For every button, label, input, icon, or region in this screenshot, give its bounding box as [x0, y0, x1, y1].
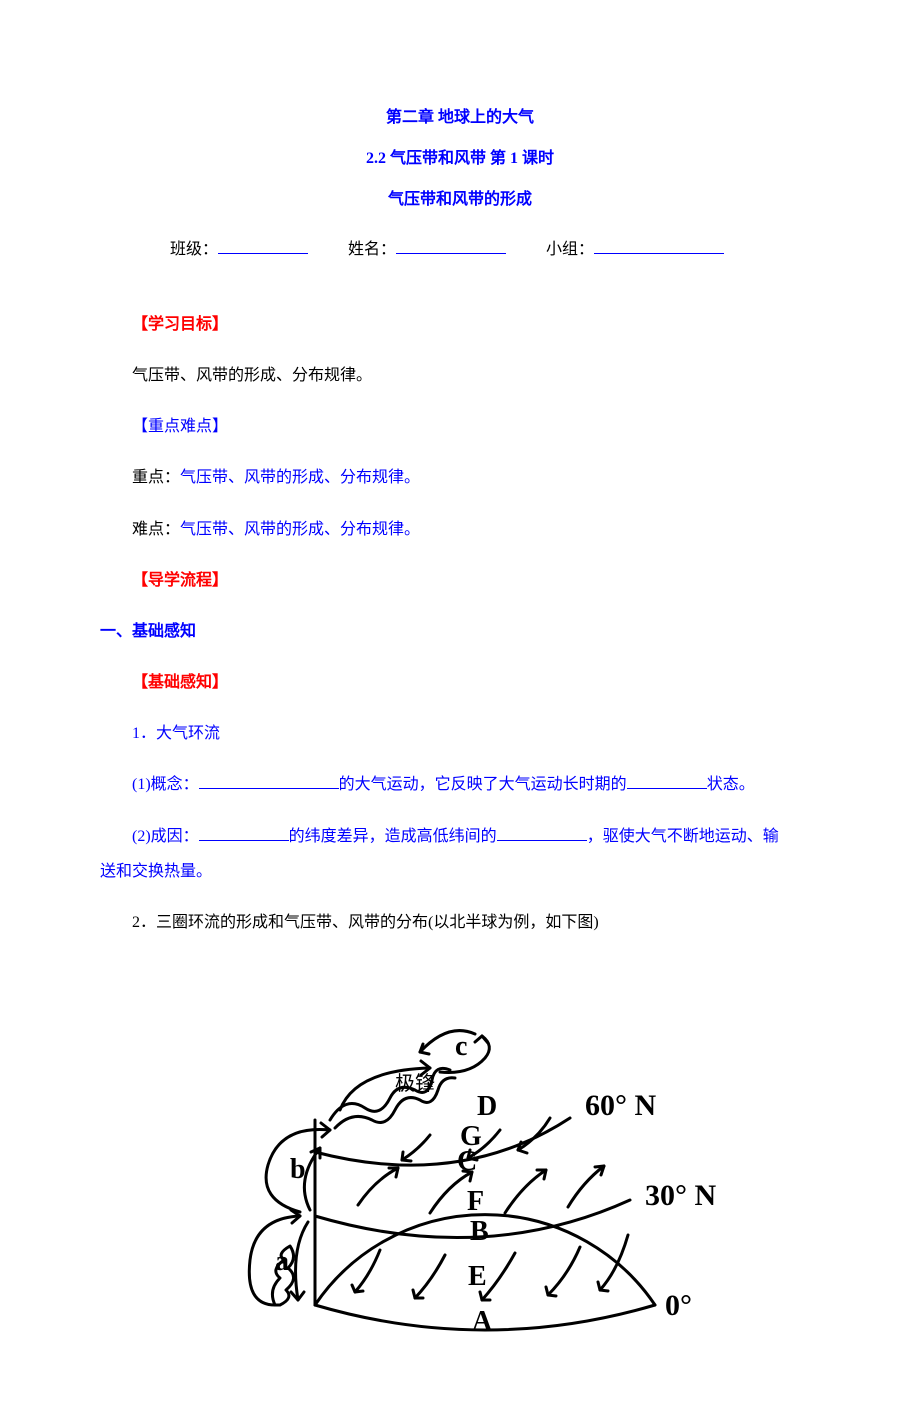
diagram-label-B: B — [470, 1216, 489, 1247]
goals-heading: 【学习目标】 — [100, 307, 820, 342]
q1-pre: (1)概念： — [132, 776, 199, 793]
flow-heading: 【导学流程】 — [100, 563, 820, 598]
q2-mid1: 的纬度差异，造成高低纬间的 — [289, 828, 497, 845]
item-1: 1．大气环流 — [100, 716, 820, 751]
q2-blank-2 — [497, 822, 587, 841]
diagram-lat-30: 30° N — [645, 1179, 716, 1212]
group-blank — [594, 233, 724, 253]
base-sub-heading: 【基础感知】 — [100, 665, 820, 700]
diagram-svg: a b c A B C D E F G 极锋 0° 30° N 60° N — [180, 960, 740, 1340]
section-title: 2.2 气压带和风带 第 1 课时 — [100, 141, 820, 176]
question-2-line2: 送和交换热量。 — [100, 854, 820, 889]
q1-post: 状态。 — [707, 776, 755, 793]
key-prefix-2: 难点： — [132, 521, 180, 538]
diagram-label-D: D — [477, 1091, 497, 1122]
key-line-2: 难点：气压带、风带的形成、分布规律。 — [100, 512, 820, 547]
diagram-label-c: c — [455, 1031, 467, 1062]
topic-title: 气压带和风带的形成 — [100, 182, 820, 217]
diagram-label-A: A — [472, 1306, 493, 1337]
key-line-1: 重点：气压带、风带的形成、分布规律。 — [100, 460, 820, 495]
diagram-label-b: b — [290, 1154, 306, 1185]
diagram-label-E: E — [468, 1261, 487, 1292]
q2-mid2: ，驱使大气不断地运动、输 — [587, 828, 779, 845]
q1-mid: 的大气运动，它反映了大气运动长时期的 — [339, 776, 627, 793]
chapter-title: 第二章 地球上的大气 — [100, 100, 820, 135]
diagram-polar-front: 极锋 — [395, 1072, 435, 1095]
question-1: (1)概念： 的大气运动，它反映了大气运动长时期的 状态。 — [100, 767, 820, 802]
item-2: 2．三圈环流的形成和气压带、风带的分布(以北半球为例，如下图) — [100, 905, 820, 940]
fill-in-row: 班级： 姓名： 小组： — [100, 232, 820, 267]
key-prefix: 重点： — [132, 469, 180, 486]
document-page: 第二章 地球上的大气 2.2 气压带和风带 第 1 课时 气压带和风带的形成 班… — [0, 0, 920, 1413]
diagram-lat-eq: 0° — [665, 1289, 692, 1322]
q1-blank-2 — [627, 771, 707, 790]
name-label: 姓名： — [348, 241, 396, 258]
class-blank — [218, 233, 308, 253]
base-heading: 一、基础感知 — [100, 614, 820, 649]
key-body-2: 气压带、风带的形成、分布规律。 — [180, 521, 420, 538]
diagram-label-G: G — [460, 1121, 482, 1152]
q2-blank-1 — [199, 822, 289, 841]
goals-body: 气压带、风带的形成、分布规律。 — [100, 358, 820, 393]
name-blank — [396, 233, 506, 253]
group-label: 小组： — [546, 241, 594, 258]
diagram-label-a: a — [275, 1246, 289, 1277]
class-label: 班级： — [170, 241, 218, 258]
question-2-line1: (2)成因： 的纬度差异，造成高低纬间的 ，驱使大气不断地运动、输 — [100, 819, 820, 854]
key-heading: 【重点难点】 — [100, 409, 820, 444]
diagram-lat-60: 60° N — [585, 1089, 656, 1122]
q2-pre: (2)成因： — [132, 828, 199, 845]
diagram-label-F: F — [467, 1186, 484, 1217]
key-body-1: 气压带、风带的形成、分布规律。 — [180, 469, 420, 486]
circulation-diagram: a b c A B C D E F G 极锋 0° 30° N 60° N — [100, 960, 820, 1353]
q1-blank-1 — [199, 771, 339, 790]
